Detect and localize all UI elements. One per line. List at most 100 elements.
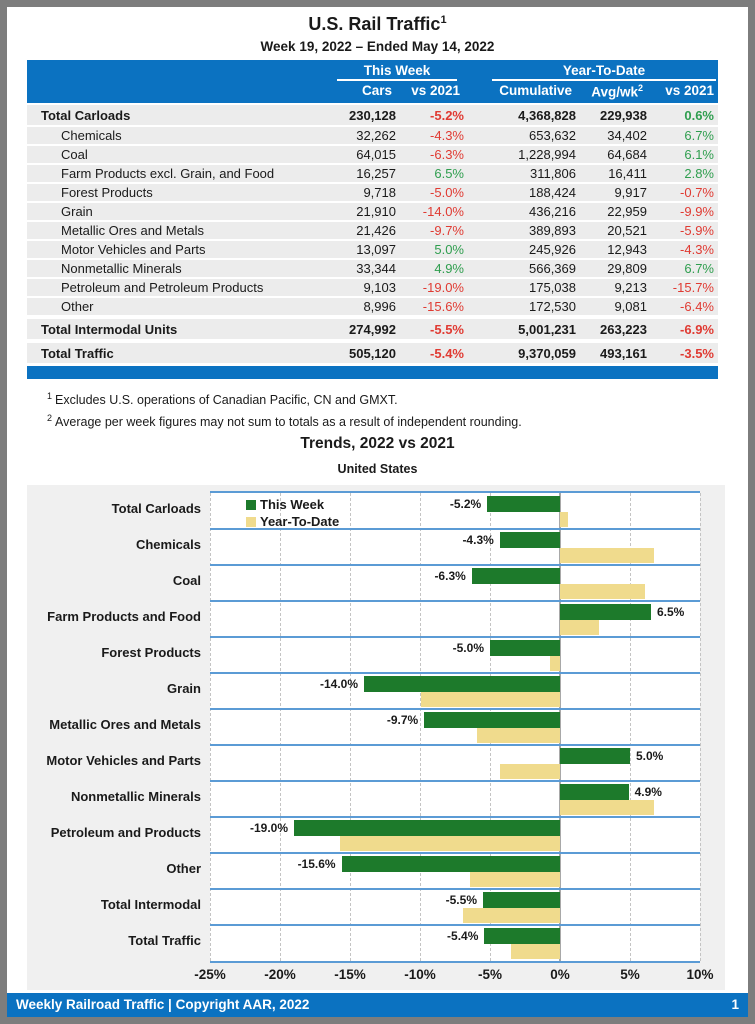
band-separator-line	[210, 780, 700, 782]
bar-year-to-date	[560, 620, 600, 635]
cell-vs2021-this-week: 5.0%	[434, 242, 464, 257]
band-separator-line	[210, 888, 700, 890]
table-row: Forest Products 9,718 -5.0% 188,424 9,917 -0.…	[27, 184, 718, 201]
chart-category-label: Other	[166, 861, 201, 876]
gridline	[700, 493, 701, 961]
bar-this-week	[341, 856, 560, 872]
bar-year-to-date	[477, 728, 560, 743]
row-label: Farm Products excl. Grain, and Food	[61, 166, 275, 181]
column-header-cumulative: Cumulative	[499, 83, 572, 98]
cell-avg-wk: 493,161	[600, 345, 647, 361]
cell-vs2021-this-week: 4.9%	[434, 261, 464, 276]
table-bottom-accent-bar	[27, 366, 718, 379]
bar-this-week	[471, 568, 560, 584]
chart-category-label: Metallic Ores and Metals	[49, 717, 201, 732]
cell-cumulative: 653,632	[529, 128, 576, 143]
bar-value-label: -14.0%	[319, 677, 358, 691]
chart-category-label: Total Traffic	[128, 933, 201, 948]
cell-vs2021-ytd: -0.7%	[680, 185, 714, 200]
cell-cumulative: 245,926	[529, 242, 576, 257]
cell-vs2021-ytd: 6.7%	[684, 128, 714, 143]
legend-item-this-week: This Week	[246, 496, 339, 513]
bar-this-week	[560, 784, 629, 800]
cell-avg-wk: 34,402	[607, 128, 647, 143]
table-row: Nonmetallic Minerals 33,344 4.9% 566,369 29,…	[27, 260, 718, 277]
gridline	[210, 493, 211, 961]
table-row: Chemicals 32,262 -4.3% 653,632 34,402 6.7%	[27, 127, 718, 144]
trends-bar-chart: -5.2% -4.3% -6.3% 6.5% -5.0% -14.0% -9.7% 5.0% 4…	[27, 485, 725, 990]
row-label: Coal	[61, 147, 88, 162]
cell-cumulative: 436,216	[529, 204, 576, 219]
chart-category-label: Grain	[167, 681, 201, 696]
cell-vs2021-this-week: -4.3%	[430, 128, 464, 143]
cell-vs2021-ytd: -5.9%	[680, 223, 714, 238]
bar-value-label: -9.7%	[386, 713, 419, 727]
table-row: Farm Products excl. Grain, and Food 16,25…	[27, 165, 718, 182]
cell-cars: 274,992	[349, 321, 396, 337]
table-row: Grain 21,910 -14.0% 436,216 22,959 -9.9%	[27, 203, 718, 220]
chart-plot-area: -5.2% -4.3% -6.3% 6.5% -5.0% -14.0% -9.7% 5.0% 4…	[210, 491, 701, 963]
bar-year-to-date	[499, 764, 560, 779]
footnote-marker: 1	[47, 391, 53, 401]
bar-year-to-date	[550, 656, 560, 671]
x-axis-tick-label: 5%	[620, 967, 640, 982]
cell-avg-wk: 9,917	[614, 185, 647, 200]
cell-cars: 230,128	[349, 107, 396, 123]
column-header-cars: Cars	[361, 83, 392, 98]
row-label: Petroleum and Petroleum Products	[61, 280, 264, 295]
band-separator-line	[210, 672, 700, 674]
band-separator-line	[210, 636, 700, 638]
table-row: Total Intermodal Units 274,992 -5.5% 5,001,…	[27, 319, 718, 339]
cell-cars: 13,097	[356, 242, 396, 257]
row-label: Forest Products	[61, 185, 153, 200]
cell-vs2021-ytd: -4.3%	[680, 242, 714, 257]
bar-this-week	[499, 532, 560, 548]
cell-avg-wk: 229,938	[600, 107, 647, 123]
cell-cars: 9,103	[363, 280, 396, 295]
zero-axis-line	[559, 493, 561, 961]
table-row: Metallic Ores and Metals 21,426 -9.7% 389,8…	[27, 222, 718, 239]
cell-cars: 33,344	[356, 261, 396, 276]
table-row: Total Traffic 505,120 -5.4% 9,370,059 493,16…	[27, 343, 718, 363]
band-separator-line	[210, 924, 700, 926]
cell-avg-wk: 29,809	[607, 261, 647, 276]
bar-year-to-date	[511, 944, 560, 959]
row-label: Other	[61, 299, 94, 314]
year-to-date-swatch-icon	[246, 516, 256, 527]
bar-this-week	[483, 892, 560, 908]
footer-bar: Weekly Railroad Traffic | Copyright AAR,…	[7, 993, 748, 1017]
cell-cumulative: 175,038	[529, 280, 576, 295]
title-footnote-marker: 1	[440, 14, 447, 26]
bar-value-label: 6.5%	[657, 605, 685, 619]
footnote-line: 2 Average per week figures may not sum to…	[47, 413, 522, 429]
chart-legend: This Week Year-To-Date	[246, 496, 339, 530]
rail-traffic-table: This Week Year-To-Date Cars vs 2021 Cumu…	[27, 60, 718, 379]
bar-year-to-date	[340, 836, 560, 851]
group-header-this-week: This Week	[337, 63, 457, 81]
chart-category-label: Nonmetallic Minerals	[70, 789, 201, 804]
bar-this-week	[560, 604, 651, 620]
footnote-text: Excludes U.S. operations of Canadian Pac…	[55, 393, 398, 408]
table-header: This Week Year-To-Date Cars vs 2021 Cumu…	[27, 60, 718, 103]
footnote-text: Average per week figures may not sum to …	[55, 415, 522, 430]
bar-year-to-date	[560, 548, 654, 563]
bar-year-to-date	[560, 800, 654, 815]
cell-vs2021-ytd: -3.5%	[680, 345, 714, 361]
cell-cumulative: 172,530	[529, 299, 576, 314]
column-header-vs2021-this-week: vs 2021	[411, 83, 460, 98]
chart-category-label: Chemicals	[135, 537, 201, 552]
table-row: Motor Vehicles and Parts 13,097 5.0% 245,92…	[27, 241, 718, 258]
cell-vs2021-ytd: -9.9%	[680, 204, 714, 219]
cell-vs2021-this-week: -14.0%	[422, 204, 464, 219]
bar-year-to-date	[463, 908, 560, 923]
cell-avg-wk: 9,081	[614, 299, 647, 314]
legend-item-year-to-date: Year-To-Date	[246, 513, 339, 530]
bar-value-label: -15.6%	[297, 857, 336, 871]
x-axis-tick-label: 10%	[686, 967, 714, 982]
cell-cars: 16,257	[356, 166, 396, 181]
bar-year-to-date	[560, 584, 646, 599]
chart-category-label: Motor Vehicles and Parts	[46, 753, 201, 768]
cell-cumulative: 389,893	[529, 223, 576, 238]
x-axis-tick-label: -15%	[334, 967, 366, 982]
